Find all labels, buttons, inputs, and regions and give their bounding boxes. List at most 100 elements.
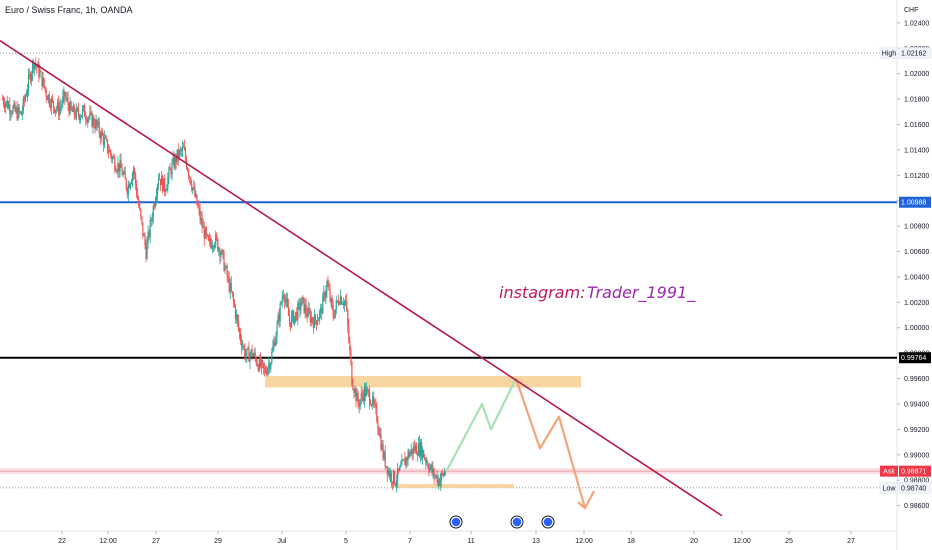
candle (415, 442, 417, 455)
candle (6, 100, 8, 108)
candle-body (71, 109, 73, 112)
candle (86, 115, 88, 125)
candle-body (122, 173, 124, 176)
candle (80, 115, 83, 118)
candle-body (140, 209, 142, 217)
candle-body (318, 318, 320, 321)
candle (111, 152, 113, 164)
candle (316, 313, 319, 326)
candle-body (362, 395, 364, 401)
candle (408, 449, 410, 459)
candle-body (249, 354, 251, 362)
candle (439, 473, 441, 492)
candle (393, 470, 396, 486)
candle (57, 98, 59, 112)
candle-body (113, 157, 115, 159)
candle-body (195, 194, 197, 197)
candle (423, 449, 425, 459)
candle-body (404, 458, 406, 466)
candle-body (271, 351, 273, 364)
candle-body (176, 149, 178, 163)
candle (307, 301, 309, 318)
candle-body (274, 341, 276, 346)
time-tick-label: 29 (214, 538, 222, 545)
candle-body (442, 473, 445, 476)
candle (180, 147, 182, 158)
candle-body (231, 291, 233, 295)
candle-body (294, 315, 296, 324)
candle (424, 453, 426, 461)
candle (226, 263, 228, 283)
candle (194, 182, 196, 198)
price-tick-label: 0.99600 (904, 376, 929, 383)
candle-body (355, 388, 357, 402)
candle (3, 97, 6, 113)
time-axis[interactable]: 22 12:00 27 29 Jul 5 7 11 13 12:00 18 20 12:00 25 27 (58, 531, 855, 545)
price-tick-label: 0.99000 (904, 452, 929, 459)
price-badge-value: 0.98740 (901, 485, 926, 492)
candle (375, 398, 377, 415)
candle-body (364, 386, 367, 397)
candle-body (348, 325, 350, 341)
candle-body (257, 365, 259, 371)
candle-body (279, 303, 281, 322)
candle (94, 118, 96, 134)
candle (306, 306, 308, 323)
candle (432, 461, 434, 479)
candle-body (65, 97, 67, 99)
candle (304, 298, 306, 318)
candle (90, 106, 92, 116)
candle (362, 389, 364, 404)
candle (190, 177, 192, 186)
candle (13, 99, 15, 109)
candle (250, 348, 252, 357)
candle (300, 298, 302, 315)
time-tick-label: 27 (152, 538, 160, 545)
candle (274, 337, 276, 347)
candle-body (410, 449, 412, 453)
candle-body (40, 71, 42, 73)
candle (66, 91, 68, 103)
candle (72, 101, 74, 113)
candle-body (201, 218, 203, 228)
candle (396, 474, 398, 493)
candle-body (100, 131, 102, 139)
candle (74, 109, 76, 120)
candle-body (397, 468, 399, 482)
candle (413, 439, 415, 454)
candle-body (287, 306, 290, 316)
candle-body (316, 320, 319, 325)
candle-body (354, 388, 356, 393)
candle (378, 426, 380, 436)
candle (201, 211, 203, 234)
candle-body (90, 112, 92, 114)
candle-body (385, 466, 387, 468)
candle (159, 178, 162, 191)
candle-body (268, 363, 270, 369)
candle (143, 232, 145, 237)
candle (89, 105, 91, 121)
candle-body (83, 105, 85, 109)
candle (107, 144, 110, 159)
candle-body (387, 470, 389, 475)
candle-body (236, 315, 239, 321)
candle-body (199, 209, 201, 220)
candle (334, 308, 336, 319)
price-tick-label: 1.01400 (904, 147, 929, 154)
candle-body (92, 117, 94, 127)
candle (213, 244, 215, 253)
candle (25, 89, 28, 98)
candle (112, 155, 114, 164)
candle-body (250, 349, 252, 355)
candle-body (124, 171, 126, 179)
candle (164, 173, 166, 197)
candle (31, 70, 33, 87)
price-badge-bg (898, 47, 932, 59)
candle (168, 166, 170, 185)
candle (172, 150, 174, 165)
candle-body (408, 451, 410, 457)
candle-body (295, 312, 297, 316)
candle (77, 102, 80, 120)
candle (171, 158, 173, 181)
